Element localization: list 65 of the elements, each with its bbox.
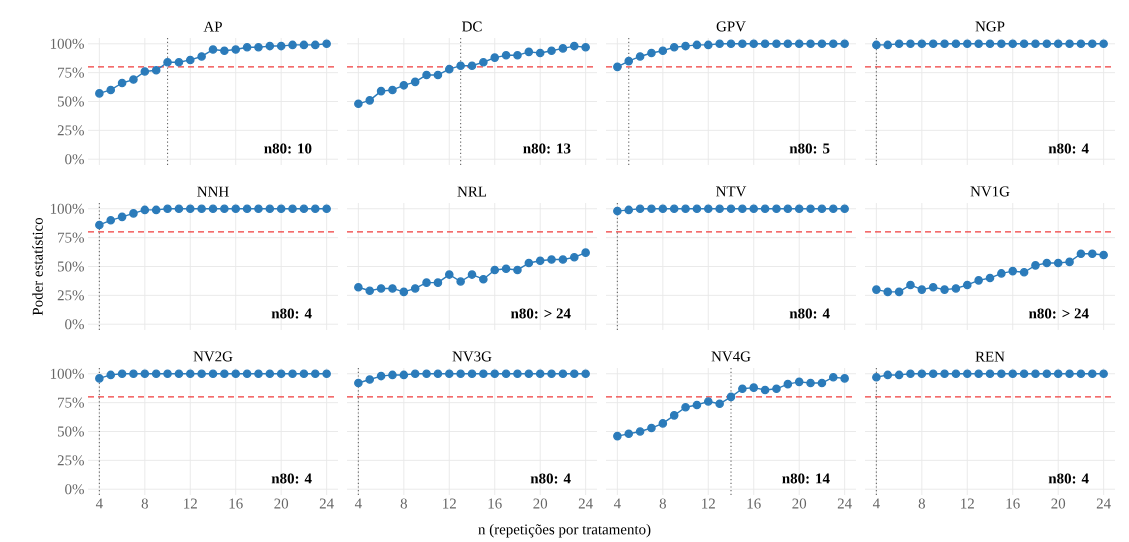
x-tick-label: 12: [184, 498, 197, 509]
y-tick-label: 50%: [57, 261, 84, 272]
chart-title: NV1G: [970, 186, 1010, 197]
y-tick-label: 25%: [57, 125, 84, 136]
y-tick-label: 0%: [65, 484, 84, 495]
y-tick-label: 50%: [57, 96, 84, 107]
x-tick-label: 8: [918, 498, 925, 509]
x-tick-label: 16: [488, 498, 502, 509]
y-tick-label: 0%: [65, 319, 84, 330]
chart-title: DC: [462, 21, 482, 32]
y-axis-title: Poder estatístico: [32, 217, 43, 316]
annotation: n80: 4: [271, 473, 312, 484]
annotation: n80: 4: [271, 308, 312, 319]
chart-title: NV4G: [711, 351, 751, 362]
annotation: n80: > 24: [1028, 308, 1089, 319]
x-tick-label: 12: [961, 498, 974, 509]
annotation: n80: 10: [264, 143, 312, 154]
y-tick-label: 0%: [65, 154, 84, 165]
x-tick-label: 8: [400, 498, 407, 509]
x-tick-label: 24: [578, 498, 593, 509]
x-tick-label: 24: [1096, 498, 1111, 509]
x-tick-label: 24: [837, 498, 852, 509]
annotation: n80: 4: [1048, 473, 1089, 484]
y-tick-label: 100%: [50, 368, 84, 379]
chart-title: REN: [975, 351, 1005, 362]
x-tick-label: 4: [613, 498, 621, 509]
chart-title: NTV: [716, 186, 747, 197]
annotation: n80: 4: [789, 308, 830, 319]
x-tick-label: 12: [702, 498, 715, 509]
annotation: n80: 4: [530, 473, 571, 484]
annotation: n80: > 24: [510, 308, 571, 319]
x-tick-label: 8: [141, 498, 148, 509]
y-tick-label: 50%: [57, 426, 84, 437]
chart-title: NRL: [457, 186, 487, 197]
y-tick-label: 100%: [50, 203, 84, 214]
chart-title: GPV: [716, 21, 746, 32]
annotation: n80: 4: [1048, 143, 1089, 154]
x-axis-title: n (repetições por tratamento): [478, 523, 651, 538]
annotation: n80: 13: [523, 143, 571, 154]
y-tick-label: 100%: [50, 38, 84, 49]
x-tick-label: 4: [95, 498, 103, 509]
x-tick-label: 4: [354, 498, 362, 509]
x-tick-label: 16: [229, 498, 243, 509]
chart-title: NV3G: [452, 351, 492, 362]
x-tick-label: 20: [1051, 498, 1066, 509]
chart-title: NNH: [197, 186, 229, 197]
x-tick-label: 16: [1006, 498, 1020, 509]
y-tick-label: 25%: [57, 455, 84, 466]
annotation: n80: 5: [789, 143, 830, 154]
chart-title: NGP: [975, 21, 1005, 32]
annotation: n80: 14: [782, 473, 830, 484]
x-tick-label: 12: [443, 498, 456, 509]
y-tick-label: 75%: [58, 67, 84, 78]
x-tick-label: 8: [659, 498, 666, 509]
chart-title: AP: [203, 21, 222, 32]
chart-title: NV2G: [193, 351, 233, 362]
y-tick-label: 25%: [57, 290, 84, 301]
x-tick-label: 24: [319, 498, 334, 509]
y-tick-label: 75%: [58, 232, 84, 243]
x-tick-label: 20: [533, 498, 548, 509]
y-tick-label: 75%: [58, 397, 84, 408]
x-tick-label: 20: [792, 498, 807, 509]
x-tick-label: 16: [747, 498, 761, 509]
x-tick-label: 4: [872, 498, 880, 509]
x-tick-label: 20: [274, 498, 289, 509]
